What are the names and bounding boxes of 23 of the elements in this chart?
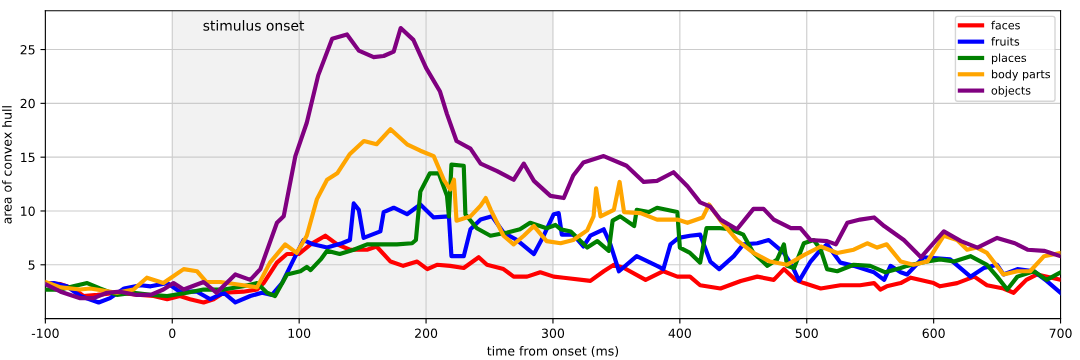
y-tick-label: 10: [21, 206, 35, 216]
legend-label: places: [991, 53, 1027, 65]
x-tick-label: 500: [795, 328, 818, 338]
y-tick-label: 25: [20, 45, 35, 55]
legend-label: objects: [991, 86, 1031, 97]
x-axis-title: time from onset (ms): [487, 345, 619, 358]
legend-label: body parts: [991, 69, 1051, 81]
y-axis-title: area of convex hull: [2, 106, 12, 224]
y-tick-label: 15: [21, 152, 35, 163]
y-tick-label: 20: [20, 98, 35, 109]
x-tick-label: 400: [668, 328, 691, 338]
line-series: [45, 127, 1061, 295]
x-tick-label: 200: [415, 328, 438, 338]
x-tick-label: 0: [169, 328, 176, 338]
legend-label: fruits: [991, 37, 1020, 46]
y-tick-label: 5: [28, 260, 35, 270]
band-label: stimulus onset: [203, 20, 305, 31]
x-tick-label: 600: [922, 328, 945, 338]
x-tick-label: 100: [288, 328, 311, 338]
x-tick-label: -100: [31, 328, 59, 338]
x-tick-label: 700: [1049, 328, 1072, 338]
legend-label: faces: [991, 20, 1020, 30]
x-tick-label: 300: [541, 328, 565, 338]
